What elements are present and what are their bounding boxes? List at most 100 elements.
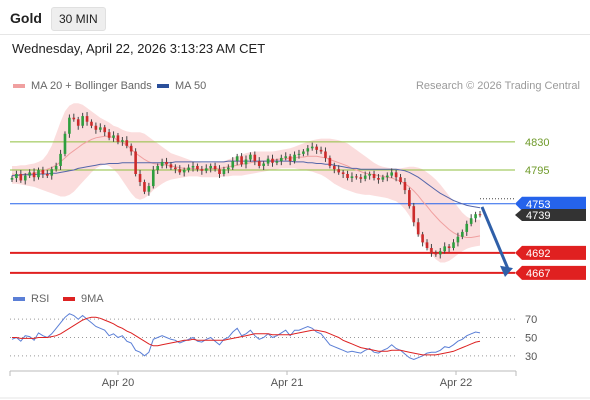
legend-ma20: MA 20 + Bollinger Bands <box>13 80 152 92</box>
candle-body <box>363 175 367 179</box>
candle-body <box>200 169 204 171</box>
candle <box>98 123 102 133</box>
candle-body <box>461 231 464 237</box>
candle-body <box>385 175 389 178</box>
candle-body <box>350 176 354 179</box>
candle-body <box>81 116 84 126</box>
candle <box>469 214 473 227</box>
candle <box>262 161 265 170</box>
candle-body <box>178 169 182 173</box>
candle-body <box>129 145 133 152</box>
legend-rsi-label: RSI <box>31 293 50 305</box>
candle-body <box>438 251 442 255</box>
candle <box>227 164 230 174</box>
ma20-swatch <box>13 84 25 88</box>
candle-body <box>222 169 226 174</box>
candle <box>288 153 292 166</box>
candle-body <box>41 169 45 174</box>
candle-body <box>59 153 62 166</box>
candle <box>244 155 248 169</box>
candle <box>10 175 14 183</box>
candle-body <box>408 190 411 207</box>
candle-body <box>469 218 473 224</box>
candle-body <box>231 161 235 168</box>
candle-body <box>103 127 107 133</box>
candle-body <box>63 133 67 154</box>
candle-body <box>19 174 23 181</box>
candle <box>381 174 385 183</box>
chart-datetime: Wednesday, April 22, 2026 3:13:23 AM CET <box>12 41 266 56</box>
candle <box>112 131 115 142</box>
candle-body <box>474 214 477 219</box>
candle-body <box>288 156 292 162</box>
x-tick-label: Apr 21 <box>271 377 303 389</box>
candle-body <box>399 177 402 183</box>
candle <box>156 163 160 174</box>
candle <box>425 239 429 251</box>
candle <box>138 169 142 187</box>
legend-rsi: RSI <box>13 293 49 305</box>
candle-body <box>23 175 27 181</box>
candle <box>293 151 296 164</box>
candle <box>218 165 221 179</box>
candle-body <box>284 156 288 158</box>
candle <box>266 155 270 166</box>
candle <box>350 172 354 183</box>
candle-body <box>209 165 212 169</box>
candle <box>209 163 212 173</box>
candle <box>452 239 455 251</box>
candle-body <box>76 119 80 126</box>
candle <box>50 166 54 180</box>
candle <box>355 174 358 180</box>
candle <box>143 179 146 195</box>
candle <box>37 167 40 180</box>
candle <box>284 152 288 161</box>
candle <box>68 114 71 138</box>
rsi-9ma-line <box>12 316 481 356</box>
level-tag-4667 <box>515 265 586 280</box>
candle <box>461 229 464 240</box>
candle-body <box>421 234 424 243</box>
candle <box>169 161 173 170</box>
candle-body <box>262 163 265 166</box>
candle-body <box>112 135 115 138</box>
timeframe-button[interactable]: 30 MIN <box>51 7 106 31</box>
candle <box>302 149 305 157</box>
x-axis: Apr 20 Apr 21 Apr 22 <box>9 370 517 389</box>
candle-body <box>319 149 323 152</box>
candle-body <box>235 156 239 162</box>
candle <box>346 170 349 181</box>
candle <box>196 163 199 172</box>
rsi-tick-50: 50 <box>525 333 537 345</box>
candle-body <box>143 182 146 192</box>
candle-body <box>151 169 155 187</box>
candle-body <box>134 151 137 174</box>
candle-body <box>98 127 102 130</box>
candle <box>204 164 208 174</box>
candle <box>222 166 226 177</box>
ma9-swatch <box>63 297 75 301</box>
candle-body <box>204 168 208 171</box>
candle-body <box>416 222 420 235</box>
candle <box>416 218 420 237</box>
candle-body <box>156 165 160 170</box>
candle-body <box>165 161 168 165</box>
candle <box>438 248 442 259</box>
candle-body <box>430 248 433 253</box>
candle <box>107 128 111 141</box>
candle-body <box>302 151 305 154</box>
candle-body <box>191 165 195 168</box>
candle <box>337 165 341 175</box>
candle <box>200 165 204 175</box>
candle <box>399 174 402 185</box>
candle-body <box>244 159 248 165</box>
candle <box>213 162 217 172</box>
level-label-4692: 4692 <box>526 248 550 260</box>
candle-body <box>306 148 310 152</box>
legend-ma50-label: MA 50 <box>175 80 207 92</box>
candle-body <box>447 246 451 248</box>
candle-body <box>280 157 283 162</box>
candle <box>182 167 186 177</box>
candle-body <box>315 146 318 150</box>
